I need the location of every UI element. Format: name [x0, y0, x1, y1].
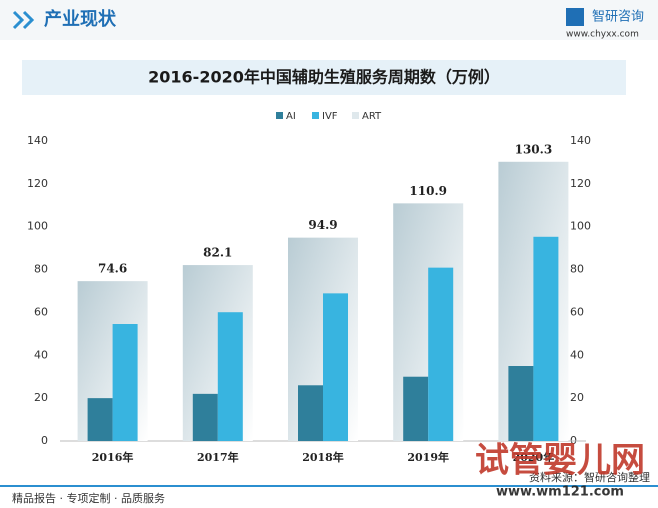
- footer-slogan: 精品报告 · 专项定制 · 品质服务: [12, 491, 165, 505]
- legend-label: ART: [362, 111, 382, 122]
- header-bar: [0, 0, 658, 40]
- chart-title: 2016-2020年中国辅助生殖服务周期数（万例）: [148, 68, 500, 87]
- legend-swatch: [312, 112, 319, 119]
- legend-label: IVF: [322, 111, 338, 122]
- y2-tick-label: 80: [570, 263, 584, 276]
- x-tick-label: 2019年: [407, 450, 449, 464]
- value-label: 110.9: [409, 184, 447, 198]
- y2-tick-label: 60: [570, 305, 584, 318]
- bar: [508, 366, 534, 441]
- legend-label: AI: [286, 111, 296, 122]
- url: www.chyxx.com: [566, 30, 639, 40]
- bar: [403, 376, 429, 441]
- bar: [192, 393, 218, 441]
- bar: [87, 398, 113, 441]
- y-tick-label: 40: [34, 348, 48, 361]
- y2-tick-label: 140: [570, 134, 591, 147]
- x-tick-label: 2018年: [302, 450, 344, 464]
- value-label: 94.9: [308, 218, 337, 232]
- y2-tick-label: 20: [570, 391, 584, 404]
- brand: 智研咨询: [592, 10, 644, 25]
- y-tick-label: 0: [41, 434, 48, 447]
- y-tick-label: 80: [34, 263, 48, 276]
- y2-tick-label: 100: [570, 220, 591, 233]
- y-tick-label: 120: [27, 177, 48, 190]
- bar: [217, 312, 243, 441]
- bar: [428, 267, 454, 441]
- y-tick-label: 100: [27, 220, 48, 233]
- watermark-url: www.wm121.com: [496, 485, 624, 500]
- x-tick-label: 2016年: [92, 450, 134, 464]
- y-tick-label: 60: [34, 305, 48, 318]
- legend-swatch: [352, 112, 359, 119]
- watermark-name: 试管婴儿网: [475, 441, 645, 481]
- value-label: 74.6: [98, 262, 127, 276]
- header-icon: [12, 10, 35, 30]
- header-title: 产业现状: [44, 8, 117, 30]
- logo: [566, 8, 584, 26]
- value-label: 130.3: [515, 142, 553, 156]
- y-tick-label: 140: [27, 134, 48, 147]
- title-box: [22, 60, 626, 95]
- x-tick-label: 2020年: [513, 450, 555, 464]
- y2-tick-label: 120: [570, 177, 591, 190]
- source: 资料来源：智研咨询整理: [529, 470, 650, 484]
- x-tick-label: 2017年: [197, 450, 239, 464]
- y2-tick-label: 40: [570, 348, 584, 361]
- y-tick-label: 20: [34, 391, 48, 404]
- legend-swatch: [276, 112, 283, 119]
- bar: [112, 324, 138, 441]
- value-label: 82.1: [203, 246, 232, 260]
- bar: [533, 236, 559, 441]
- bar: [323, 293, 348, 441]
- bar: [298, 385, 323, 441]
